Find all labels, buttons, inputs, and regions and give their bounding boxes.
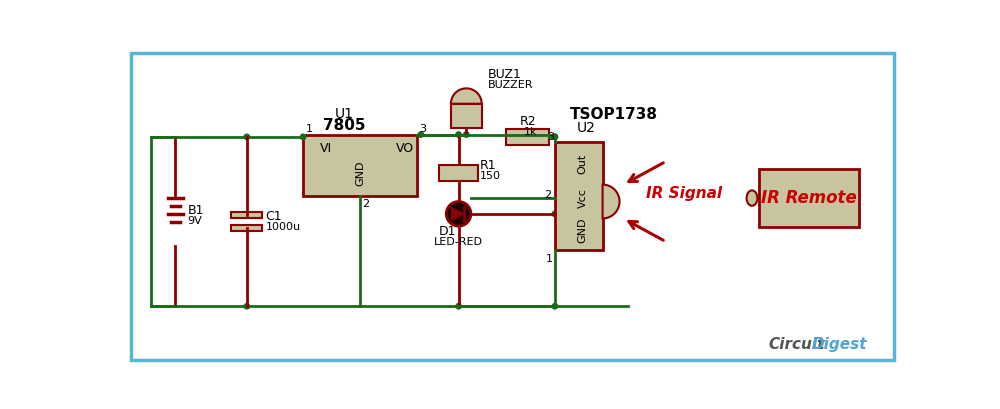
Circle shape bbox=[552, 134, 558, 139]
Text: BUZZER: BUZZER bbox=[488, 80, 533, 90]
Text: TSOP1738: TSOP1738 bbox=[570, 107, 658, 122]
Text: Digest: Digest bbox=[811, 337, 867, 352]
Circle shape bbox=[244, 134, 250, 139]
Text: R2: R2 bbox=[520, 115, 537, 128]
Text: GND: GND bbox=[355, 160, 365, 186]
Text: D1: D1 bbox=[439, 225, 456, 238]
Circle shape bbox=[552, 134, 558, 139]
Text: 3: 3 bbox=[419, 124, 426, 134]
Polygon shape bbox=[452, 208, 464, 220]
Bar bbox=[555, 142, 603, 250]
Circle shape bbox=[464, 132, 469, 137]
Text: 1: 1 bbox=[305, 124, 312, 134]
Text: C1: C1 bbox=[265, 210, 282, 222]
Text: 1k: 1k bbox=[524, 126, 538, 137]
Circle shape bbox=[456, 132, 461, 137]
Circle shape bbox=[418, 132, 424, 137]
Circle shape bbox=[552, 211, 558, 216]
Text: IR Signal: IR Signal bbox=[646, 186, 723, 201]
Bar bbox=[506, 129, 549, 144]
Text: VO: VO bbox=[395, 142, 414, 155]
Circle shape bbox=[446, 202, 471, 226]
Circle shape bbox=[456, 303, 461, 309]
Text: 2: 2 bbox=[362, 199, 369, 209]
Text: U1: U1 bbox=[335, 107, 354, 121]
Wedge shape bbox=[603, 184, 620, 218]
Ellipse shape bbox=[747, 190, 757, 206]
Text: 3: 3 bbox=[547, 132, 554, 142]
Wedge shape bbox=[451, 88, 482, 104]
Text: R1: R1 bbox=[480, 159, 497, 172]
Text: 9V: 9V bbox=[188, 216, 202, 226]
Bar bbox=[439, 165, 478, 181]
Text: 1000u: 1000u bbox=[265, 222, 300, 232]
Circle shape bbox=[552, 303, 558, 309]
Text: 2: 2 bbox=[544, 190, 551, 200]
Text: Vcc: Vcc bbox=[578, 189, 588, 208]
Text: 7805: 7805 bbox=[323, 118, 366, 133]
Text: GND: GND bbox=[578, 218, 588, 243]
Text: B1: B1 bbox=[188, 204, 204, 217]
Bar bbox=[451, 104, 482, 128]
Text: 1: 1 bbox=[546, 254, 553, 264]
Bar bbox=[759, 169, 859, 227]
Bar bbox=[231, 212, 262, 218]
Text: VI: VI bbox=[320, 142, 332, 155]
Text: BUZ1: BUZ1 bbox=[488, 67, 522, 81]
Text: U2: U2 bbox=[576, 121, 595, 135]
Text: 150: 150 bbox=[480, 171, 501, 181]
Circle shape bbox=[300, 134, 306, 139]
Text: Circuit: Circuit bbox=[768, 337, 825, 352]
Text: Out: Out bbox=[578, 154, 588, 174]
Bar bbox=[231, 225, 262, 231]
Circle shape bbox=[244, 303, 250, 309]
Bar bbox=[303, 135, 417, 196]
Text: LED-RED: LED-RED bbox=[434, 237, 483, 247]
Text: IR Remote: IR Remote bbox=[761, 189, 857, 207]
